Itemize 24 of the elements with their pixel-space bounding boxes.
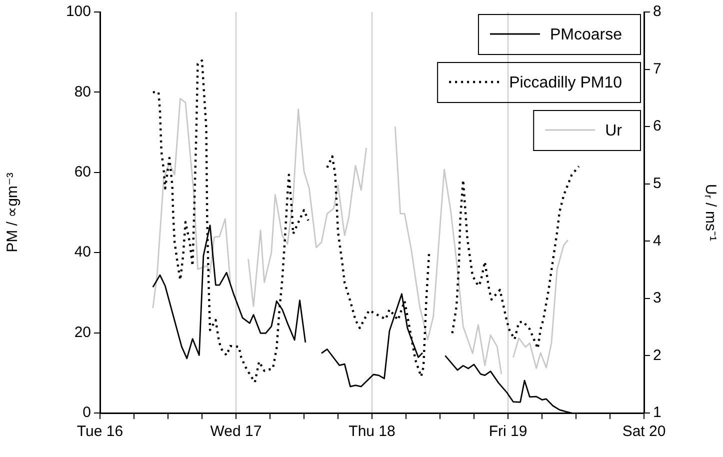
legend-label: PMcoarse	[550, 26, 622, 44]
y-tick-label: 0	[82, 404, 91, 422]
y-tick-label: 80	[74, 83, 91, 100]
y2-axis-title: Uᵣ / ms⁻¹	[702, 184, 719, 241]
x-tick-label: Wed 17	[210, 423, 262, 440]
legend-label: Piccadilly PM10	[509, 74, 622, 92]
y2-tick-label: 8	[653, 3, 662, 20]
y-tick-label: 60	[74, 164, 91, 181]
y2-tick-label: 4	[653, 232, 662, 250]
legend-label: Ur	[605, 122, 623, 140]
x-tick-label: Fri 19	[488, 423, 528, 440]
y2-tick-label: 2	[653, 346, 662, 364]
y-tick-label: 40	[74, 244, 91, 261]
y-axis-title: PM / ∝gm⁻³	[4, 172, 22, 252]
x-tick-label: Sat 20	[622, 423, 666, 440]
y2-tick-label: 1	[653, 404, 662, 422]
x-tick-label: Tue 16	[76, 423, 124, 440]
y-tick-label: 20	[74, 324, 91, 341]
y2-tick-label: 6	[653, 118, 662, 135]
y2-tick-label: 5	[653, 175, 662, 192]
y-tick-label: 100	[66, 3, 91, 20]
y2-tick-label: 3	[653, 290, 662, 307]
y2-tick-label: 7	[653, 60, 662, 78]
x-tick-label: Thu 18	[348, 423, 396, 440]
